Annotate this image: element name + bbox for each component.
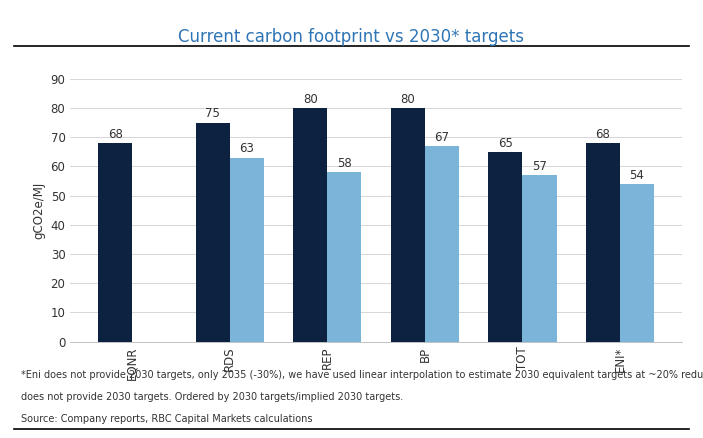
- Text: Current carbon footprint vs 2030* targets: Current carbon footprint vs 2030* target…: [179, 28, 524, 46]
- Text: 65: 65: [498, 137, 512, 149]
- Text: 80: 80: [303, 93, 318, 106]
- Bar: [293, 108, 328, 342]
- Bar: [586, 143, 620, 342]
- Text: 54: 54: [630, 169, 645, 182]
- Text: 80: 80: [401, 93, 415, 106]
- Bar: [230, 158, 264, 342]
- Bar: [425, 146, 459, 342]
- Text: *Eni does not provide 2030 targets, only 2035 (-30%), we have used linear interp: *Eni does not provide 2030 targets, only…: [21, 370, 703, 380]
- Text: does not provide 2030 targets. Ordered by 2030 targets/implied 2030 targets.: does not provide 2030 targets. Ordered b…: [21, 392, 404, 402]
- Text: 58: 58: [337, 157, 352, 170]
- Text: 68: 68: [108, 128, 122, 141]
- Text: 67: 67: [434, 131, 449, 144]
- Bar: [98, 143, 132, 342]
- Bar: [489, 152, 522, 342]
- Bar: [620, 184, 654, 342]
- Text: 75: 75: [205, 107, 220, 120]
- Text: Source: Company reports, RBC Capital Markets calculations: Source: Company reports, RBC Capital Mar…: [21, 414, 313, 424]
- Bar: [195, 123, 230, 342]
- Bar: [522, 175, 557, 342]
- Bar: [391, 108, 425, 342]
- Text: 57: 57: [532, 160, 547, 173]
- Y-axis label: gCO2e/MJ: gCO2e/MJ: [32, 182, 45, 239]
- Text: 63: 63: [240, 142, 254, 155]
- Text: 68: 68: [595, 128, 610, 141]
- Bar: [328, 172, 361, 342]
